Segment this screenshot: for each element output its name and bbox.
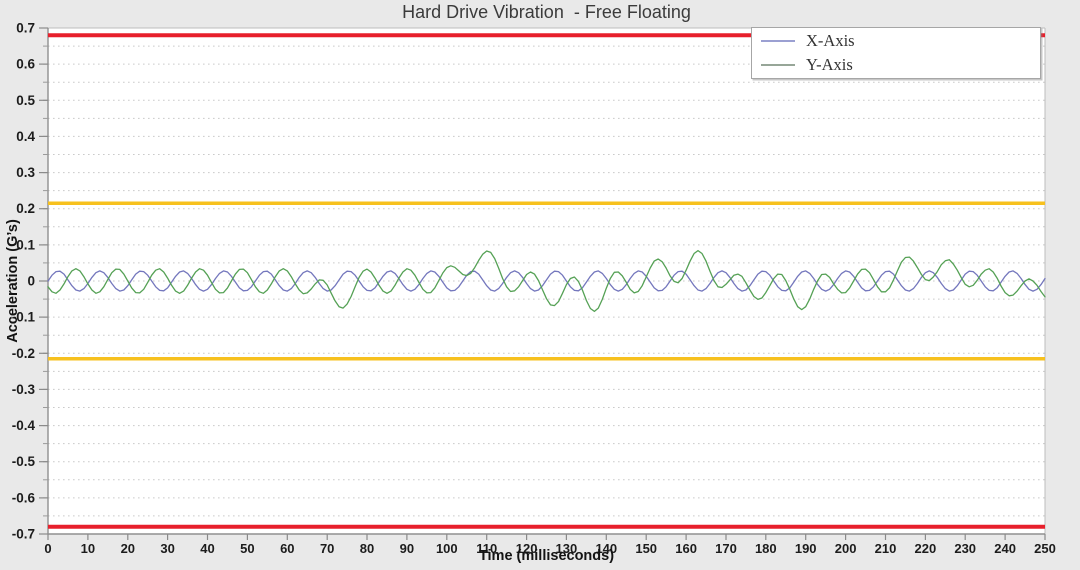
x-tick-label: 230 <box>954 541 976 556</box>
legend-swatch-x-axis <box>761 40 795 42</box>
y-axis-trace <box>47 249 1046 313</box>
y-tick-label: -0.1 <box>12 310 36 325</box>
x-tick-label: 40 <box>200 541 214 556</box>
x-tick-label: 160 <box>675 541 697 556</box>
x-tick-label: 240 <box>994 541 1016 556</box>
x-tick-label: 120 <box>516 541 538 556</box>
x-tick-label: 60 <box>280 541 294 556</box>
y-tick-label: -0.7 <box>12 527 35 542</box>
x-tick-label: 190 <box>795 541 817 556</box>
x-tick-label: 250 <box>1034 541 1056 556</box>
x-axis-label: Time (milliseconds) <box>478 548 615 564</box>
y-tick-label: 0.6 <box>16 57 35 72</box>
x-tick-label: 200 <box>835 541 857 556</box>
x-tick-label: 70 <box>320 541 334 556</box>
x-tick-label: 0 <box>44 541 51 556</box>
legend-item-x-axis: X-Axis <box>761 30 1040 52</box>
x-axis-trace <box>47 270 1046 292</box>
legend-label-x-axis: X-Axis <box>806 31 855 50</box>
x-tick-label: 30 <box>160 541 174 556</box>
y-tick-label: -0.5 <box>12 454 36 469</box>
x-tick-label: 220 <box>915 541 937 556</box>
x-tick-label: 150 <box>635 541 657 556</box>
y-tick-label: -0.2 <box>12 346 35 361</box>
y-axis-label: Acceleration (G’s) <box>5 219 21 343</box>
x-tick-label: 110 <box>476 541 497 556</box>
x-tick-label: 170 <box>715 541 737 556</box>
x-tick-label: 130 <box>556 541 578 556</box>
y-tick-label: 0.2 <box>16 201 35 216</box>
x-tick-label: 90 <box>400 541 414 556</box>
y-tick-label: 0.5 <box>16 93 35 108</box>
y-tick-label: 0.3 <box>16 165 35 180</box>
x-tick-label: 50 <box>240 541 254 556</box>
legend-label-y-axis: Y-Axis <box>806 55 853 74</box>
y-tick-label: 0.7 <box>16 21 35 36</box>
x-tick-label: 10 <box>81 541 95 556</box>
x-tick-label: 100 <box>436 541 458 556</box>
x-tick-label: 20 <box>121 541 135 556</box>
x-tick-label: 180 <box>755 541 777 556</box>
legend: X-Axis Y-Axis <box>751 27 1041 79</box>
legend-swatch-y-axis <box>761 64 795 66</box>
y-tick-label: 0.4 <box>16 129 35 144</box>
x-tick-label: 210 <box>875 541 897 556</box>
chart-title: Hard Drive Vibration - Free Floating <box>402 2 691 22</box>
y-tick-label: -0.4 <box>12 418 36 433</box>
y-tick-label: -0.3 <box>12 382 36 397</box>
y-tick-label: -0.6 <box>12 490 36 505</box>
x-tick-label: 140 <box>595 541 617 556</box>
legend-item-y-axis: Y-Axis <box>761 54 1040 76</box>
y-tick-label: 0.1 <box>16 237 35 252</box>
y-tick-label: 0 <box>27 274 35 289</box>
x-tick-label: 80 <box>360 541 374 556</box>
